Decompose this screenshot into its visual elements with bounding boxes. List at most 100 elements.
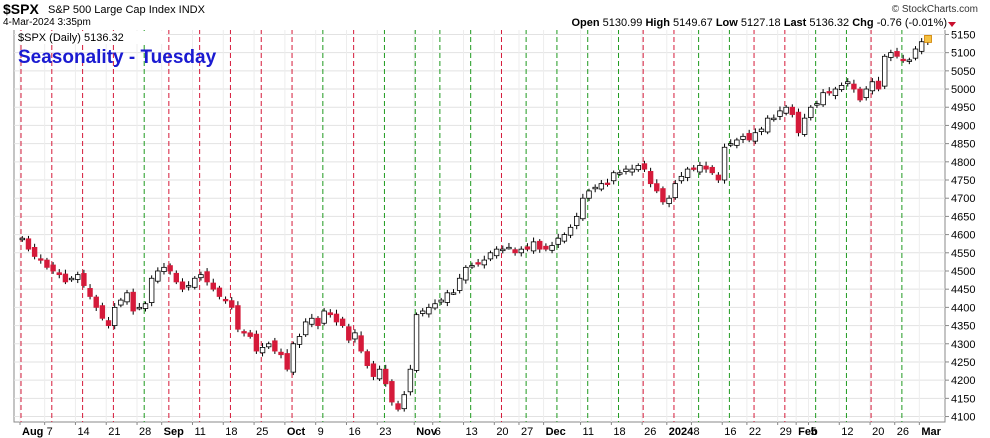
- y-tick-label: 5100: [951, 48, 975, 60]
- high-value: 5149.67: [673, 17, 713, 29]
- candle-down: [543, 245, 549, 250]
- candle-up: [118, 299, 124, 306]
- candle-up: [450, 292, 457, 295]
- candle-up: [801, 117, 808, 135]
- candle-up: [764, 117, 771, 133]
- candle-up: [592, 186, 598, 190]
- y-tick-label: 4800: [951, 157, 975, 169]
- candle-up: [629, 168, 635, 173]
- candle-up: [758, 128, 765, 132]
- candle-down: [50, 264, 56, 272]
- candle-down: [851, 83, 857, 90]
- candle-down: [894, 51, 900, 57]
- open-label: Open: [571, 17, 600, 29]
- y-tick-label: 5000: [951, 84, 975, 96]
- x-tick-label: Sep: [164, 426, 184, 438]
- candle-down: [389, 381, 395, 403]
- candle-down: [229, 300, 235, 308]
- chg-value: -0.76 (-0.01%): [876, 17, 947, 29]
- candle-up: [444, 292, 451, 303]
- candle-up: [635, 165, 641, 171]
- candle-down: [241, 331, 247, 334]
- candle-up: [598, 183, 605, 190]
- candle-down: [715, 174, 722, 181]
- x-tick-label: 18: [613, 426, 625, 438]
- candle-down: [900, 58, 906, 62]
- x-tick-label: 20: [496, 426, 508, 438]
- symbol-description: S&P 500 Large Cap Index INDX: [48, 4, 205, 16]
- x-tick-label: 29: [780, 426, 792, 438]
- candle-down: [604, 182, 611, 185]
- candle-up: [918, 41, 925, 52]
- candle-up: [68, 277, 75, 281]
- candle-down: [746, 133, 752, 141]
- y-tick-label: 4700: [951, 193, 975, 205]
- high-label: High: [645, 17, 670, 29]
- candle-up: [838, 85, 845, 91]
- x-tick-label: 16: [348, 426, 360, 438]
- candle-down: [691, 167, 697, 170]
- chart-date: 4-Mar-2024 3:35pm: [3, 17, 91, 28]
- candle-down: [284, 353, 290, 370]
- candle-up: [728, 143, 734, 146]
- candle-up: [321, 310, 327, 324]
- candle-up: [820, 92, 826, 106]
- last-label: Last: [783, 17, 807, 29]
- y-tick-label: 4650: [951, 211, 975, 223]
- candle-up: [500, 248, 506, 252]
- candle-down: [537, 240, 543, 250]
- candle-down: [826, 91, 832, 94]
- candle-down: [25, 238, 32, 250]
- chart-header: $SPX S&P 500 Large Cap Index INDX 4-Mar-…: [0, 0, 990, 30]
- y-tick-label: 4250: [951, 357, 975, 369]
- candle-up: [112, 306, 118, 326]
- x-tick-label: 23: [379, 426, 391, 438]
- candle-down: [383, 368, 389, 385]
- candle-down: [339, 318, 346, 326]
- candle-up: [438, 299, 444, 303]
- candle-up: [142, 303, 149, 309]
- candle-down: [235, 305, 241, 330]
- candle-up: [734, 139, 740, 146]
- candle-up: [808, 106, 814, 118]
- candle-up: [666, 197, 672, 204]
- candle-down: [875, 80, 882, 90]
- x-tick-label: 12: [841, 426, 853, 438]
- y-tick-label: 4850: [951, 139, 975, 151]
- candle-up: [617, 172, 623, 175]
- x-tick-label: 21: [108, 426, 120, 438]
- candle-up: [771, 117, 777, 121]
- candle-up: [309, 317, 315, 325]
- candle-down: [370, 363, 377, 377]
- candle-up: [555, 237, 561, 245]
- candle-up: [574, 216, 580, 226]
- x-tick-label: 2024: [669, 426, 694, 438]
- candle-up: [493, 248, 500, 257]
- candle-up: [302, 321, 309, 336]
- x-tick-label: 5: [810, 426, 816, 438]
- candle-up: [814, 103, 820, 106]
- candle-up: [740, 135, 746, 140]
- credit-text[interactable]: © StockCharts.com: [891, 4, 978, 15]
- y-tick-label: 4200: [951, 375, 975, 387]
- candle-down: [395, 403, 401, 410]
- candle-up: [192, 277, 198, 288]
- candle-up: [376, 368, 383, 380]
- candle-down: [62, 273, 69, 283]
- candle-up: [487, 252, 494, 260]
- candle-down: [278, 351, 284, 356]
- x-tick-label: 13: [466, 426, 478, 438]
- y-tick-label: 4550: [951, 248, 975, 260]
- candle-down: [524, 246, 531, 250]
- candle-down: [216, 287, 223, 297]
- candle-down: [346, 326, 352, 341]
- x-tick-label: Dec: [546, 426, 566, 438]
- candle-up: [567, 226, 574, 236]
- candle-down: [38, 258, 44, 261]
- change-down-arrow-icon: [948, 22, 956, 27]
- candle-up: [481, 259, 487, 266]
- candle-up: [463, 266, 469, 281]
- candle-up: [198, 274, 204, 279]
- candle-up: [697, 165, 703, 173]
